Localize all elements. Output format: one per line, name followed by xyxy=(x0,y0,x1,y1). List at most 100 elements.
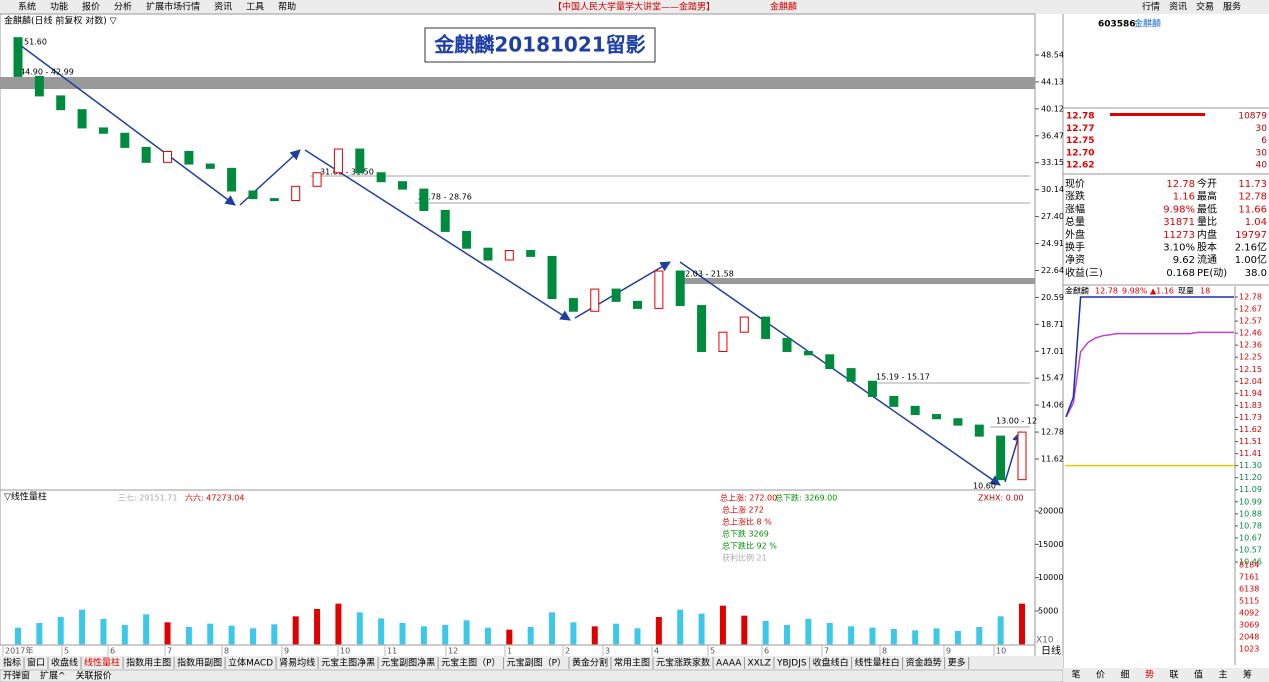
footer-item[interactable]: 开弹窗 xyxy=(3,670,30,682)
quote-label: PE(动) xyxy=(1197,267,1227,279)
menu-item[interactable]: 系统 xyxy=(18,1,36,13)
indicator-tab[interactable]: 肾易均线 xyxy=(279,657,315,669)
quote-value: 12.78 xyxy=(1166,179,1195,190)
indicator-tab[interactable]: 立体MACD xyxy=(228,657,273,669)
price-tick-label: 22.64 xyxy=(1041,266,1064,275)
indicator-tab[interactable]: 线性量柱 xyxy=(84,657,120,669)
footer-item[interactable]: 关联报价 xyxy=(76,670,112,682)
intraday-header: 12.78 xyxy=(1095,287,1118,296)
menu-item[interactable]: 资讯 xyxy=(214,2,232,13)
volume-bar xyxy=(784,625,791,645)
indicator-tab[interactable]: 指数用主图 xyxy=(126,657,171,669)
quote-label: 涨幅 xyxy=(1065,202,1085,215)
price-annotation: 31.60 - 31.50 xyxy=(320,168,374,177)
indicator-tab[interactable]: 指标 xyxy=(3,657,21,669)
volume-bar xyxy=(399,623,406,645)
menu-item[interactable]: 扩展市场行情 xyxy=(146,1,200,13)
volume-bar xyxy=(655,617,662,645)
top-button[interactable]: 资讯 xyxy=(1169,2,1187,13)
top-button[interactable]: 交易 xyxy=(1196,1,1214,13)
price-tick-label: 44.13 xyxy=(1041,77,1064,86)
month-label: 5 xyxy=(64,647,69,656)
top-button[interactable]: 服务 xyxy=(1223,1,1241,13)
volume-bar xyxy=(570,622,577,645)
indicator-tab[interactable]: XXLZ xyxy=(747,659,771,669)
window-title: 【中国人民大学量学大讲堂——金踏男】 xyxy=(553,1,715,13)
indicator-tab[interactable]: 元宝副图净黑 xyxy=(381,657,435,669)
indicator-tab[interactable]: AAAA xyxy=(716,659,742,669)
volume-bar xyxy=(698,613,705,645)
volume-bar xyxy=(228,625,235,645)
volume-bar xyxy=(314,609,321,645)
menu-item[interactable]: 工具 xyxy=(246,2,264,13)
volume-stat-line: 总下跌 3269 xyxy=(722,529,769,539)
top-button[interactable]: 行情 xyxy=(1142,1,1160,13)
candle xyxy=(398,181,408,190)
intraday-vol-label: 6138 xyxy=(1239,585,1259,594)
intraday-tick-label: 11.41 xyxy=(1239,449,1262,458)
indicator-tab[interactable]: 常用主图 xyxy=(614,657,650,669)
month-label: 2 xyxy=(565,647,570,656)
indicator-tab[interactable]: 黄金分割 xyxy=(572,657,608,669)
month-label: 9 xyxy=(946,647,951,656)
quote-value: 31871 xyxy=(1163,217,1195,228)
candle xyxy=(333,148,343,174)
price-tick-label: 24.91 xyxy=(1041,239,1064,248)
indicator-tab[interactable]: 窗口 xyxy=(27,657,45,669)
indicator-tab[interactable]: 收盘线 xyxy=(51,657,78,669)
quote-label: 今开 xyxy=(1197,177,1217,190)
month-label: 6 xyxy=(110,647,115,656)
indicator-tab[interactable]: 收盘线白 xyxy=(813,657,849,669)
price-tick-label: 17.01 xyxy=(1041,347,1064,356)
menu-item[interactable]: 分析 xyxy=(114,1,132,13)
price-tick-label: 18.71 xyxy=(1041,320,1064,329)
volume-bar xyxy=(463,620,470,645)
volume-bar xyxy=(378,618,385,645)
indicator-tab[interactable]: 资金趋势 xyxy=(906,657,942,669)
month-label: 3 xyxy=(605,647,610,656)
indicator-tab[interactable]: 线性量柱白 xyxy=(855,657,900,669)
intraday-tick-label: 11.30 xyxy=(1239,461,1262,470)
indicator-tab[interactable]: 元宝涨跌家数 xyxy=(656,657,710,669)
candle xyxy=(910,405,920,416)
candle xyxy=(483,247,493,261)
menu-item[interactable]: 帮助 xyxy=(278,1,296,13)
price-tick-label: 30.14 xyxy=(1041,185,1064,194)
volume-stat: 六六: 47273.04 xyxy=(185,493,244,503)
candle xyxy=(526,250,536,257)
candle xyxy=(932,414,942,420)
intraday-tab[interactable]: 细 xyxy=(1120,669,1129,681)
price-tick-label: 27.40 xyxy=(1041,212,1064,221)
quote-label: 现价 xyxy=(1065,178,1085,190)
volume-frame xyxy=(0,489,1036,646)
intraday-tab[interactable]: 值 xyxy=(1194,669,1203,681)
intraday-tab[interactable]: 势 xyxy=(1145,669,1154,681)
price-tick-label: 36.47 xyxy=(1041,131,1064,140)
indicator-tab[interactable]: 指数用副图 xyxy=(177,657,222,669)
intraday-tab[interactable]: 价 xyxy=(1096,670,1105,681)
period[interactable]: 日线 xyxy=(1041,644,1061,657)
candle xyxy=(205,163,215,169)
volume-stat: 总下跌: 3269.00 xyxy=(775,493,837,503)
footer-bar xyxy=(0,669,1064,682)
intraday-tab[interactable]: 筹 xyxy=(1243,669,1252,681)
candle xyxy=(590,288,600,312)
menu-item[interactable]: 报价 xyxy=(82,1,100,13)
stock-name: 金麒麟 xyxy=(1134,18,1161,30)
indicator-tab[interactable]: 元宝副图（P） xyxy=(507,657,566,669)
indicator-tab[interactable]: 元宝主图净黑 xyxy=(321,657,375,669)
indicator-tab[interactable]: 更多 xyxy=(948,657,966,669)
intraday-tab[interactable]: 笔 xyxy=(1071,669,1080,681)
quote-value: 1.04 xyxy=(1245,217,1267,228)
candle xyxy=(248,190,258,200)
intraday-tab[interactable]: 主 xyxy=(1218,669,1227,681)
intraday-tab[interactable]: 联 xyxy=(1169,670,1178,681)
volume-bar xyxy=(848,626,855,645)
month-label: 8 xyxy=(882,647,887,656)
menu-item[interactable]: 功能 xyxy=(50,1,68,13)
indicator-tab[interactable]: YBJDJS xyxy=(776,659,807,669)
candle xyxy=(419,188,429,211)
price-tick-label: 33.15 xyxy=(1041,158,1064,167)
footer-item[interactable]: 扩展^ xyxy=(40,670,66,682)
indicator-tab[interactable]: 元宝主图（P） xyxy=(441,657,500,669)
